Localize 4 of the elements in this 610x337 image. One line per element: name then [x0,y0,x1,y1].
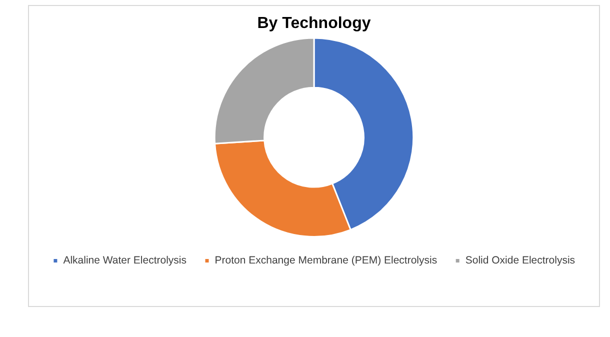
chart-title: By Technology [257,15,371,32]
legend-label: Solid Oxide Electrolysis [465,254,576,267]
legend-label: Alkaline Water Electrolysis [63,254,187,267]
legend-label: Proton Exchange Membrane (PEM) Electrolysis [214,254,438,267]
